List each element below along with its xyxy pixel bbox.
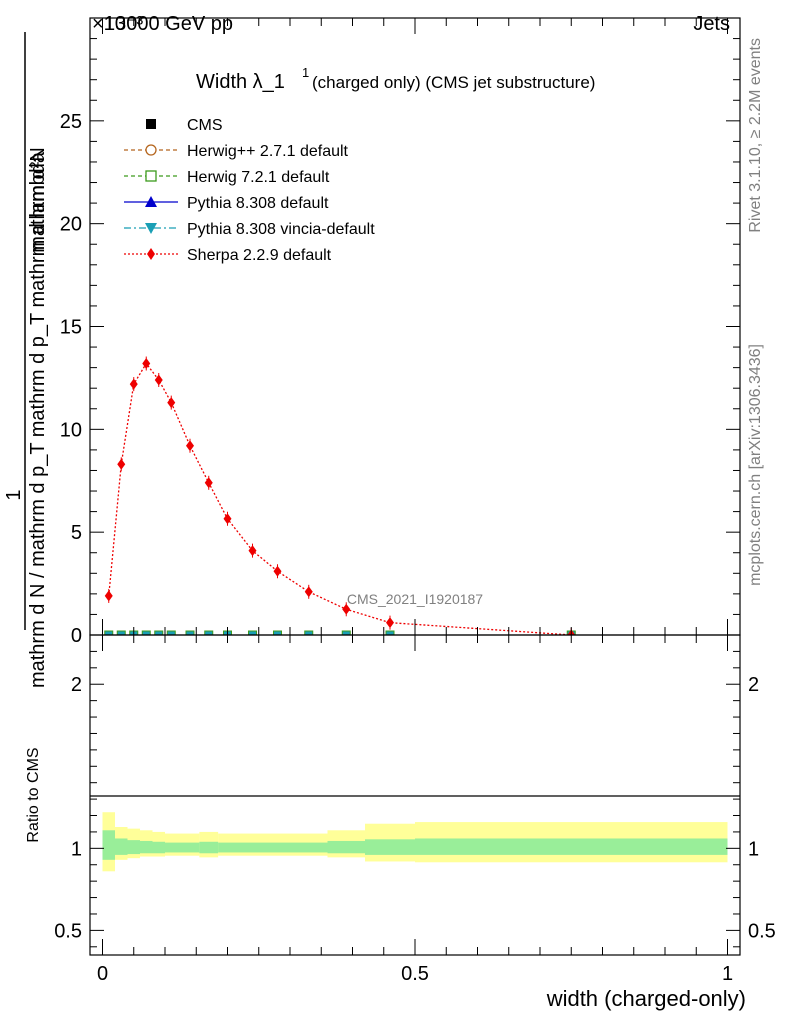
ratio-band-inner <box>365 839 415 855</box>
y-tick-label: 5 <box>71 522 82 544</box>
mc-marker <box>166 630 176 635</box>
legend: CMS Herwig++ 2.7.1 default Herwig 7.2.1 de… <box>124 117 375 264</box>
sherpa-point <box>104 590 113 602</box>
ratio-band-inner <box>152 841 165 854</box>
sherpa-point <box>204 477 213 489</box>
ratio-band-inner <box>177 842 200 853</box>
sherpa-point <box>167 397 176 409</box>
y-tick-label: 15 <box>60 317 82 339</box>
ratio-band-inner <box>415 838 728 855</box>
chart-title: Width λ_1 1 (charged only) (CMS jet subs… <box>196 65 595 93</box>
mc-marker <box>341 630 351 635</box>
ratio-band-inner <box>327 840 365 854</box>
ratio-band-inner <box>140 840 153 854</box>
y-tick-label: 25 <box>60 111 82 133</box>
ratio-band-inner <box>127 840 140 855</box>
chart-title-sup: 1 <box>302 65 309 80</box>
x-axis-label: width (charged-only) <box>546 986 746 1011</box>
y-tick-label: 0 <box>71 625 82 647</box>
mc-marker <box>385 630 395 635</box>
y-tick-label: 20 <box>60 214 82 236</box>
mc-marker <box>185 630 195 635</box>
mc-marker <box>104 630 114 635</box>
sherpa-point <box>186 440 194 452</box>
legend-label: Pythia 8.308 vincia-default <box>187 221 375 238</box>
legend-entry: Pythia 8.308 default <box>124 195 329 212</box>
sherpa-point <box>154 374 163 386</box>
mc-marker <box>273 630 282 635</box>
mcplots-label: mcplots.cern.ch [arXiv:1306.3436] <box>747 344 764 586</box>
legend-entry: CMS <box>146 117 223 134</box>
chart-title-suffix: (charged only) (CMS jet substructure) <box>312 73 595 92</box>
sherpa-point <box>248 545 257 557</box>
sherpa-point <box>386 617 394 629</box>
legend-marker <box>145 170 157 182</box>
ratio-tick-label-right: 1 <box>748 838 759 860</box>
analysis-watermark: CMS_2021_I1920187 <box>347 591 483 607</box>
rivet-label: Rivet 3.1.10, ≥ 2.2M events <box>747 38 764 233</box>
x-tick-label: 1 <box>722 963 733 985</box>
sherpa-point <box>117 458 126 470</box>
ratio-band-inner <box>165 842 178 853</box>
mc-marker <box>248 630 257 635</box>
sherpa-series <box>104 356 576 635</box>
ratio-plot-frame <box>89 634 741 956</box>
legend-marker <box>146 119 156 129</box>
legend-label: Sherpa 2.2.9 default <box>187 247 332 264</box>
ratio-band-inner <box>290 842 328 853</box>
sherpa-line <box>108 362 572 635</box>
ratio-tick-label: 1 <box>71 838 82 860</box>
y-label-numerator: mathrm d²N <box>27 147 49 253</box>
ratio-tick-label: 0.5 <box>54 920 82 942</box>
legend-entry: Sherpa 2.2.9 default <box>124 247 332 264</box>
ratio-band-inner <box>115 838 128 855</box>
mc-marker <box>116 630 126 635</box>
ratio-band-inner <box>218 842 240 853</box>
legend-entry: Herwig 7.2.1 default <box>124 169 330 186</box>
main-plot-frame <box>89 17 741 636</box>
y-label-denominator: mathrm d N / mathrm d p_T mathrm d p_T m… <box>27 151 49 688</box>
legend-marker <box>145 144 157 156</box>
mc-marker <box>204 630 214 635</box>
ratio-tick-label-right: 0.5 <box>748 920 776 942</box>
legend-entry: Pythia 8.308 vincia-default <box>124 221 375 238</box>
legend-label: Pythia 8.308 default <box>187 195 329 212</box>
ratio-band-inner <box>240 842 265 853</box>
ratio-y-label: Ratio to CMS <box>25 747 42 842</box>
y-tick-label: 10 <box>60 419 82 441</box>
sherpa-point <box>342 603 351 615</box>
sherpa-point <box>304 586 313 598</box>
legend-label: CMS <box>187 117 223 134</box>
ratio-band-inner <box>265 842 290 853</box>
header-energy: 13000 GeV pp <box>104 13 233 35</box>
legend-label: Herwig++ 2.7.1 default <box>187 143 349 160</box>
chart-title-main: Width λ_1 <box>196 71 285 93</box>
x-tick-label: 0.5 <box>401 963 429 985</box>
legend-label: Herwig 7.2.1 default <box>187 169 330 186</box>
header-jets: Jets <box>693 13 730 35</box>
sherpa-point <box>223 513 232 525</box>
y-axis-label: 1 mathrm d²N mathrm d N / mathrm d p_T m… <box>3 32 49 688</box>
ratio-band-inner <box>199 841 219 854</box>
mc-marker <box>141 630 151 635</box>
x-tick-label: 0 <box>97 963 108 985</box>
mc-marker <box>154 630 164 635</box>
ratio-tick-label-right: 2 <box>748 674 759 696</box>
legend-marker <box>145 223 157 234</box>
mc-marker <box>304 630 314 635</box>
sherpa-point <box>129 378 138 390</box>
y-label-prefix: 1 <box>3 489 25 500</box>
ratio-bands <box>102 812 728 872</box>
sherpa-point <box>273 565 282 577</box>
legend-entry: Herwig++ 2.7.1 default <box>124 143 349 160</box>
axis-ticks: 0 5 10 15 20 25 0 0.5 1 0.5 0.5 1 1 2 2 <box>54 17 776 985</box>
ratio-band-inner <box>102 830 115 860</box>
sherpa-point <box>142 358 151 370</box>
legend-marker <box>147 248 155 260</box>
legend-marker <box>145 196 157 207</box>
ratio-tick-label: 2 <box>71 674 82 696</box>
